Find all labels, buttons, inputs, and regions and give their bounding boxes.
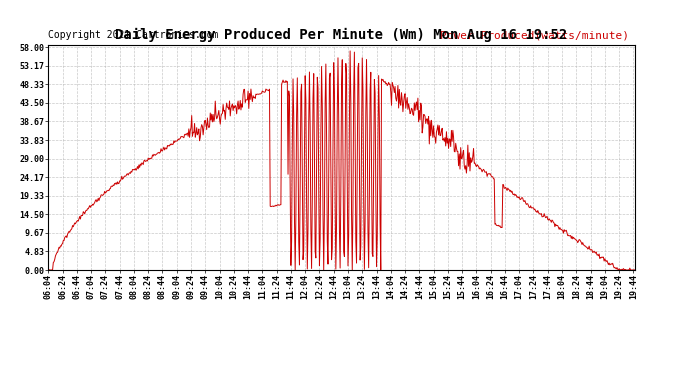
Text: Copyright 2021 Cartronics.com: Copyright 2021 Cartronics.com xyxy=(48,30,219,40)
Title: Daily Energy Produced Per Minute (Wm) Mon Aug 16 19:52: Daily Energy Produced Per Minute (Wm) Mo… xyxy=(115,28,568,42)
Text: Power Produced(watts/minute): Power Produced(watts/minute) xyxy=(440,30,629,40)
